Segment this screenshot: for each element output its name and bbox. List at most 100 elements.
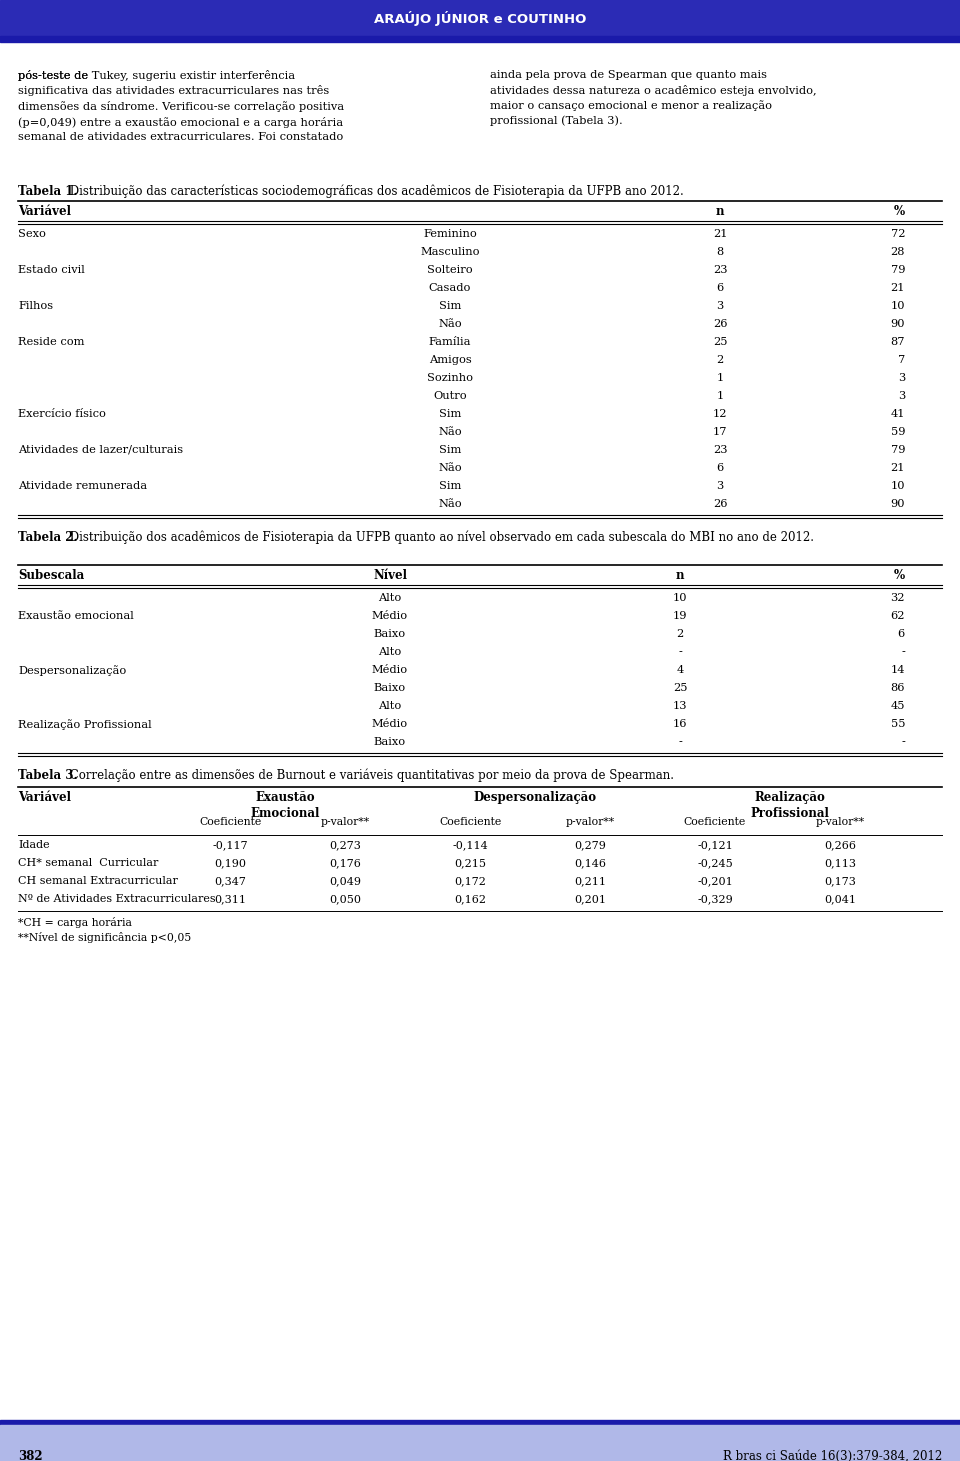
Text: 0,273: 0,273 (329, 840, 361, 850)
Text: 90: 90 (891, 500, 905, 508)
Text: Sim: Sim (439, 446, 461, 454)
Text: Masculino: Masculino (420, 247, 480, 257)
Text: 25: 25 (673, 682, 687, 693)
Text: 17: 17 (712, 427, 728, 437)
Text: 3: 3 (898, 392, 905, 400)
Text: 87: 87 (891, 337, 905, 348)
Text: 19: 19 (673, 611, 687, 621)
Text: 2: 2 (716, 355, 724, 365)
Text: pós-teste de Tukey, sugeriu existir interferência
significativa das atividades e: pós-teste de Tukey, sugeriu existir inte… (18, 70, 344, 142)
Text: 16: 16 (673, 719, 687, 729)
Text: Exaustão emocional: Exaustão emocional (18, 611, 133, 621)
Text: 0,266: 0,266 (824, 840, 856, 850)
Text: 13: 13 (673, 701, 687, 712)
Text: 55: 55 (891, 719, 905, 729)
Text: Não: Não (438, 318, 462, 329)
Text: Sim: Sim (439, 481, 461, 491)
Text: 21: 21 (891, 463, 905, 473)
Text: Despersonalização: Despersonalização (18, 665, 127, 676)
Text: Realização Profissional: Realização Profissional (18, 719, 152, 730)
Text: Realização
Profissional: Realização Profissional (751, 790, 829, 820)
Text: Estado civil: Estado civil (18, 264, 84, 275)
Text: 45: 45 (891, 701, 905, 712)
Text: 41: 41 (891, 409, 905, 419)
Text: 1: 1 (716, 392, 724, 400)
Text: Família: Família (429, 337, 471, 348)
Text: Não: Não (438, 427, 462, 437)
Bar (0, 1424, 960, 1461)
Text: Idade: Idade (18, 840, 50, 850)
Text: Atividade remunerada: Atividade remunerada (18, 481, 147, 491)
Text: Nível: Nível (373, 568, 407, 581)
Text: 0,211: 0,211 (574, 877, 606, 885)
Text: 0,113: 0,113 (824, 858, 856, 868)
Text: 32: 32 (891, 593, 905, 603)
Text: 10: 10 (891, 481, 905, 491)
Text: -0,329: -0,329 (697, 894, 732, 904)
Text: -: - (678, 647, 682, 657)
Text: Variável: Variável (18, 205, 71, 218)
Text: -0,117: -0,117 (212, 840, 248, 850)
Text: 7: 7 (898, 355, 905, 365)
Text: 79: 79 (891, 446, 905, 454)
Text: 3: 3 (716, 301, 724, 311)
Text: Coeficiente: Coeficiente (199, 817, 261, 827)
Text: Tabela 3.: Tabela 3. (18, 768, 78, 782)
Text: 8: 8 (716, 247, 724, 257)
Text: 12: 12 (712, 409, 728, 419)
Text: 10: 10 (891, 301, 905, 311)
Text: 0,215: 0,215 (454, 858, 486, 868)
Text: 23: 23 (712, 264, 728, 275)
Text: p-valor**: p-valor** (565, 817, 614, 827)
Text: Alto: Alto (378, 593, 401, 603)
Text: Alto: Alto (378, 647, 401, 657)
Text: CH* semanal  Curricular: CH* semanal Curricular (18, 858, 158, 868)
Text: Coeficiente: Coeficiente (439, 817, 501, 827)
Text: %: % (894, 205, 905, 218)
Text: Tabela 2.: Tabela 2. (18, 530, 78, 543)
Text: Despersonalização: Despersonalização (473, 790, 596, 804)
Bar (0, 37, 960, 42)
Text: 2: 2 (677, 630, 684, 638)
Text: 28: 28 (891, 247, 905, 257)
Text: n: n (676, 568, 684, 581)
Text: Nº de Atividades Extracurriculares: Nº de Atividades Extracurriculares (18, 894, 216, 904)
Text: Subescala: Subescala (18, 568, 84, 581)
Text: Baixo: Baixo (374, 630, 406, 638)
Bar (0, 1420, 960, 1424)
Text: Baixo: Baixo (374, 736, 406, 747)
Text: 90: 90 (891, 318, 905, 329)
Text: Médio: Médio (372, 665, 408, 675)
Text: 0,190: 0,190 (214, 858, 246, 868)
Text: Reside com: Reside com (18, 337, 84, 348)
Text: Distribuição dos acadêmicos de Fisioterapia da UFPB quanto ao nível observado em: Distribuição dos acadêmicos de Fisiotera… (66, 530, 814, 545)
Text: 6: 6 (716, 463, 724, 473)
Text: Variável: Variável (18, 790, 71, 804)
Text: 0,173: 0,173 (824, 877, 856, 885)
Text: 62: 62 (891, 611, 905, 621)
Text: 10: 10 (673, 593, 687, 603)
Text: 382: 382 (18, 1449, 42, 1461)
Text: 26: 26 (712, 500, 728, 508)
Text: 0,146: 0,146 (574, 858, 606, 868)
Text: 4: 4 (677, 665, 684, 675)
Text: Sozinho: Sozinho (427, 373, 473, 383)
Text: p-valor**: p-valor** (321, 817, 370, 827)
Text: -: - (901, 647, 905, 657)
Text: R bras ci Saúde 16(3):379-384, 2012: R bras ci Saúde 16(3):379-384, 2012 (723, 1449, 942, 1461)
Text: *CH = carga horária: *CH = carga horária (18, 918, 132, 928)
Text: 79: 79 (891, 264, 905, 275)
Text: 0,279: 0,279 (574, 840, 606, 850)
Text: Médio: Médio (372, 719, 408, 729)
Text: ainda pela prova de Spearman que quanto mais
atividades dessa natureza o acadêmi: ainda pela prova de Spearman que quanto … (490, 70, 817, 126)
Text: -0,114: -0,114 (452, 840, 488, 850)
Text: 21: 21 (712, 229, 728, 240)
Text: Baixo: Baixo (374, 682, 406, 693)
Text: p-valor**: p-valor** (815, 817, 865, 827)
Text: Correlação entre as dimensões de Burnout e variáveis quantitativas por meio da p: Correlação entre as dimensões de Burnout… (66, 768, 674, 783)
Text: Outro: Outro (433, 392, 467, 400)
Text: -0,201: -0,201 (697, 877, 732, 885)
Text: 0,162: 0,162 (454, 894, 486, 904)
Text: 59: 59 (891, 427, 905, 437)
Text: 1: 1 (716, 373, 724, 383)
